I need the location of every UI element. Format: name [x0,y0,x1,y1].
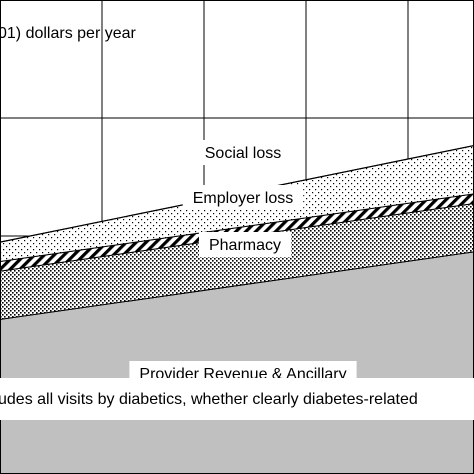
series-label-text: Pharmacy [209,237,281,254]
series-label-box [198,232,292,257]
series-label-employer-loss: Employer loss [182,185,304,210]
y-axis-label: 01) dollars per year [0,25,137,42]
area-pharmacy [0,203,474,320]
series-label-text: Social loss [205,145,281,162]
series-label-social-loss: Social loss [194,140,292,165]
series-label-box [182,185,304,210]
footnote: udes all visits by diabetics, whether cl… [0,391,418,408]
series-label-box [194,140,292,165]
series-label-text: Employer loss [193,190,293,207]
chart-texts: 01) dollars per year udes all visits by … [0,25,474,420]
footnote-background [0,378,474,420]
series-label-pharmacy: Pharmacy [198,232,292,257]
